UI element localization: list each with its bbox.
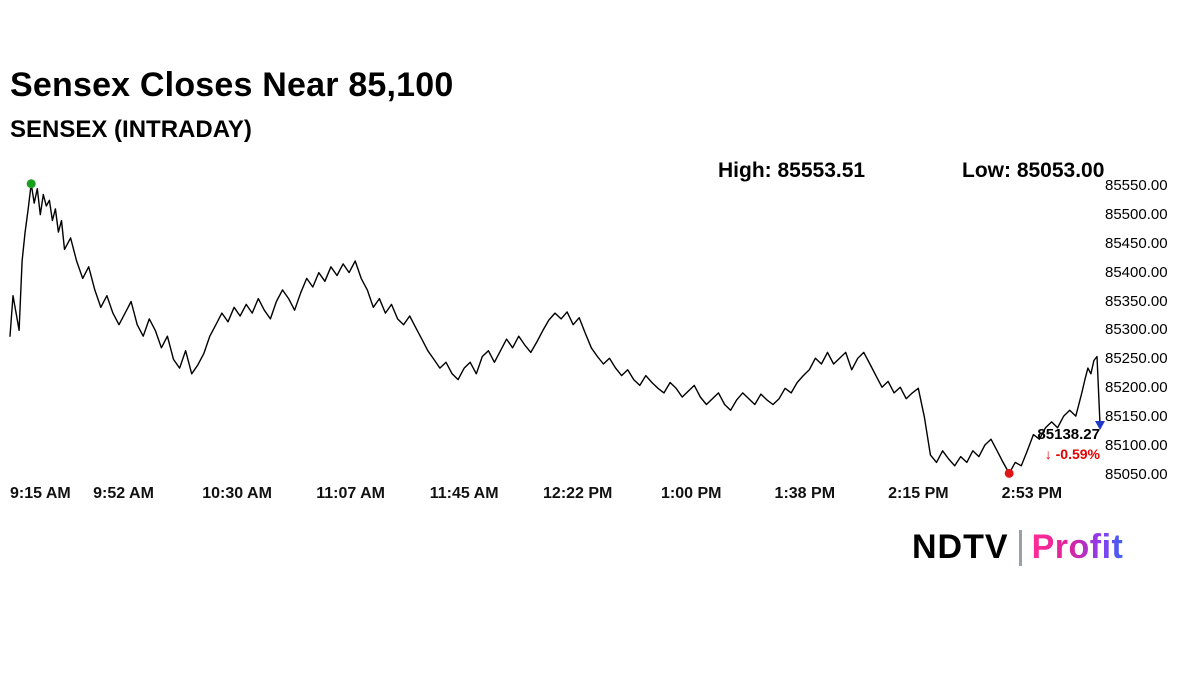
change-percent: -0.59% — [1055, 446, 1100, 462]
page-title: Sensex Closes Near 85,100 — [10, 66, 454, 104]
last-change-label: ↓ -0.59% — [1045, 446, 1100, 462]
y-tick-label: 85500.00 — [1105, 205, 1168, 223]
y-axis: 85550.00 85500.00 85450.00 85400.00 85350.00… — [1105, 176, 1197, 483]
x-tick-label: 2:15 PM — [888, 485, 949, 502]
x-tick-label: 9:52 AM — [93, 485, 154, 502]
x-tick-label: 2:53 PM — [1001, 485, 1063, 502]
y-tick-label: 85450.00 — [1105, 234, 1168, 252]
x-tick-label: 12:22 PM — [543, 485, 613, 502]
low-value: Low: 85053.00 — [962, 159, 1105, 182]
high-value: High: 85553.51 — [718, 159, 866, 182]
last-price-label: 85138.27 — [1037, 426, 1100, 443]
price-chart — [9, 179, 1105, 478]
close-marker-triangle — [1095, 421, 1105, 431]
x-tick-label: 1:00 PM — [661, 485, 722, 502]
low-marker-dot — [1004, 468, 1014, 478]
x-tick-label: 11:07 AM — [316, 485, 386, 502]
x-tick-label: 10:30 AM — [202, 485, 272, 502]
y-tick-label: 85200.00 — [1105, 379, 1168, 397]
x-axis: 9:15 AM 9:52 AM 10:30 AM 11:07 AM 11:45 AM 12… — [10, 485, 1100, 507]
price-line-svg — [9, 179, 1105, 478]
x-tick-label: 1:38 PM — [774, 485, 836, 502]
y-tick-label: 85100.00 — [1105, 437, 1168, 455]
price-line — [9, 183, 1101, 475]
logo-separator — [1018, 529, 1022, 566]
high-marker-dot — [26, 179, 36, 189]
y-tick-label: 85050.00 — [1105, 466, 1168, 484]
y-tick-label: 85550.00 — [1105, 176, 1168, 194]
ndtv-profit-logo: NDTV Profit — [912, 528, 1123, 567]
x-tick-label: 9:15 AM — [10, 485, 71, 502]
x-tick-label: 11:45 AM — [429, 485, 499, 502]
profit-logo-text: Profit — [1031, 528, 1124, 566]
ndtv-logo-text: NDTV — [912, 528, 1009, 566]
y-tick-label: 85350.00 — [1105, 292, 1168, 310]
y-tick-label: 85400.00 — [1105, 263, 1168, 281]
y-tick-label: 85250.00 — [1105, 350, 1168, 368]
chart-subtitle: SENSEX (INTRADAY) — [10, 116, 252, 143]
y-tick-label: 85300.00 — [1105, 321, 1168, 339]
down-arrow-icon: ↓ — [1044, 446, 1052, 462]
y-tick-label: 85150.00 — [1105, 408, 1168, 426]
